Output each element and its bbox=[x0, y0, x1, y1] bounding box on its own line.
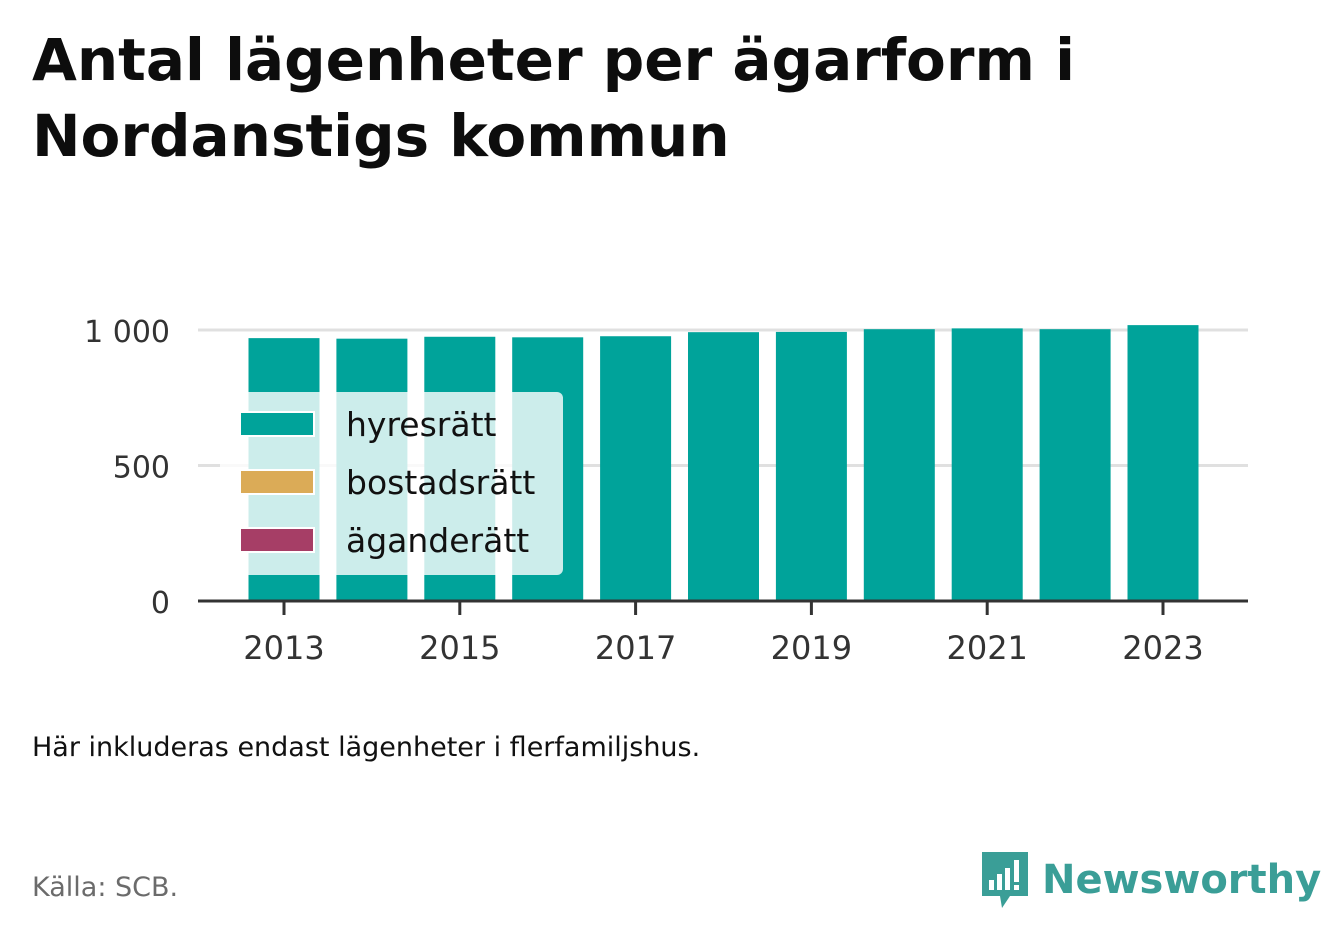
legend-swatch bbox=[239, 469, 315, 495]
bar bbox=[775, 331, 847, 601]
brand-logo: Newsworthy bbox=[980, 848, 1321, 912]
bar bbox=[951, 328, 1023, 601]
x-tick-label: 2013 bbox=[243, 629, 324, 667]
bar-chart: 0 500 1 000 2013 2015 2017 2019 2021 2023 hyresr… bbox=[84, 315, 1248, 667]
y-tick-label: 500 bbox=[113, 451, 170, 486]
x-tick-label: 2017 bbox=[595, 629, 676, 667]
bar bbox=[1039, 329, 1111, 601]
newsworthy-logo-icon bbox=[982, 852, 1028, 908]
legend-label: hyresrätt bbox=[346, 405, 497, 444]
legend: hyresrätt bostadsrätt äganderätt bbox=[220, 392, 563, 575]
bar bbox=[600, 336, 672, 601]
x-tick-label: 2015 bbox=[419, 629, 500, 667]
axes: 0 500 1 000 2013 2015 2017 2019 2021 2023 bbox=[84, 315, 1248, 667]
y-tick-label: 1 000 bbox=[84, 315, 170, 350]
y-tick-label: 0 bbox=[151, 586, 170, 621]
chart-note: Här inkluderas endast lägenheter i flerf… bbox=[32, 732, 701, 763]
legend-label: bostadsrätt bbox=[346, 463, 535, 502]
bar bbox=[688, 332, 759, 601]
legend-swatch bbox=[239, 527, 315, 553]
legend-swatch bbox=[239, 411, 315, 437]
x-tick-label: 2019 bbox=[771, 629, 852, 667]
bar bbox=[1127, 325, 1199, 601]
x-tick-label: 2023 bbox=[1122, 629, 1203, 667]
x-tick-label: 2021 bbox=[946, 629, 1027, 667]
brand-name: Newsworthy bbox=[1042, 857, 1322, 903]
bar bbox=[863, 329, 935, 601]
chart-title: Antal lägenheter per ägarform i Nordanst… bbox=[32, 26, 1076, 170]
source-text: Källa: SCB. bbox=[32, 872, 179, 903]
legend-label: äganderätt bbox=[346, 521, 529, 560]
